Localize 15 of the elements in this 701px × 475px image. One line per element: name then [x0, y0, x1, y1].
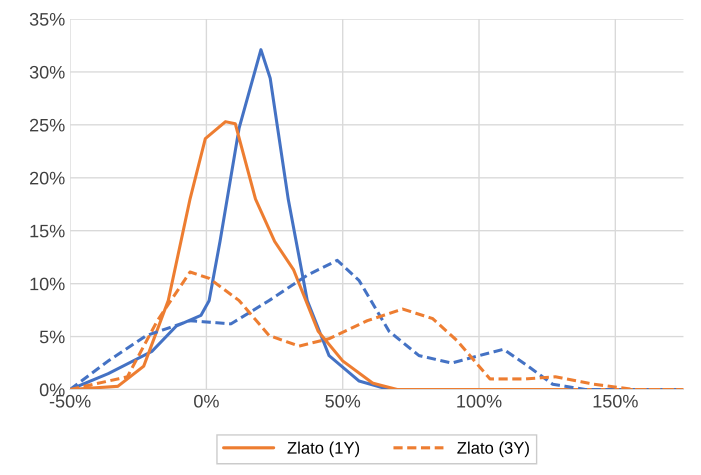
- y-tick-label: 5%: [40, 330, 65, 344]
- y-tick-label: 0%: [40, 383, 65, 396]
- x-tick-label: 50%: [325, 394, 360, 408]
- y-tick-label: 25%: [30, 118, 65, 132]
- legend-label: Zlato (3Y): [457, 442, 529, 458]
- y-tick-label: 35%: [30, 12, 65, 26]
- x-tick-label: 0%: [194, 394, 219, 408]
- x-tick-label: 150%: [594, 394, 638, 408]
- y-tick-label: 15%: [30, 224, 65, 238]
- x-tick-label: 100%: [457, 394, 502, 408]
- y-tick-label: 10%: [30, 278, 65, 290]
- y-tick-label: 30%: [30, 66, 65, 79]
- x-tick-label: -50%: [50, 394, 91, 408]
- legend-label: Zlato (1Y): [287, 442, 360, 458]
- y-tick-label: 20%: [30, 172, 65, 185]
